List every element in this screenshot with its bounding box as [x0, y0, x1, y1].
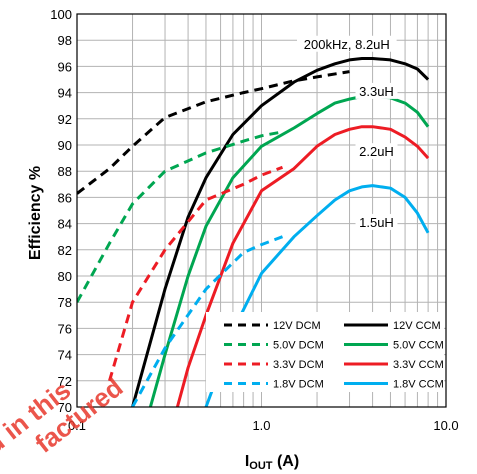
- x-tick-label: 1.0: [252, 418, 270, 433]
- y-tick-label: 86: [58, 190, 72, 205]
- legend: 12V DCM 12V CCM 5.0V DCM 5.0V CCM 3.3V DCM 3.…: [206, 312, 444, 392]
- x-axis-title-subscript: OUT: [249, 460, 273, 472]
- series-line-12v-dcm: [77, 70, 350, 195]
- y-tick-label: 94: [58, 86, 72, 101]
- y-tick-label: 90: [58, 138, 72, 153]
- legend-label: 3.3V DCM: [273, 359, 324, 371]
- x-axis-title-main: I: [245, 453, 249, 470]
- x-tick-label: 0.1: [68, 418, 86, 433]
- annotation-background: [355, 213, 398, 230]
- y-tick-label: 92: [58, 112, 72, 127]
- y-tick-label: 100: [50, 7, 72, 22]
- plot-frame: [76, 13, 447, 408]
- y-tick-label: 70: [58, 400, 72, 415]
- annotation-background: [355, 143, 398, 160]
- y-tick-label: 96: [58, 59, 72, 74]
- annotations: 200kHz, 8.2uH 3.3uH 2.2uH 1.5uH: [297, 35, 398, 230]
- y-tick-label: 82: [58, 243, 72, 258]
- series-line-1-8v-dcm: [131, 235, 284, 407]
- annotation-background: [297, 35, 397, 52]
- y-tick-label: 80: [58, 269, 72, 284]
- legend-label: 1.8V DCM: [273, 379, 324, 391]
- legend-label: 12V CCM: [393, 320, 441, 332]
- series-line-12v-ccm: [131, 57, 430, 407]
- legend-label: 1.8V CCM: [393, 379, 444, 391]
- y-tick-label: 74: [58, 348, 72, 363]
- legend-label: 3.3V CCM: [393, 359, 444, 371]
- annotation-label: 1.5uH: [359, 215, 394, 230]
- annotation-label: 200kHz, 8.2uH: [304, 37, 390, 52]
- legend-label: 5.0V DCM: [273, 340, 324, 352]
- y-tick-label: 98: [58, 33, 72, 48]
- x-axis-title-unit: (A): [273, 453, 300, 470]
- series-line-5-0v-ccm: [148, 95, 430, 407]
- y-tick-label: 88: [58, 164, 72, 179]
- legend-label: 12V DCM: [273, 320, 321, 332]
- annotation-label: 3.3uH: [359, 84, 394, 99]
- legend-label: 5.0V CCM: [393, 340, 444, 352]
- y-tick-label: 76: [58, 321, 72, 336]
- annotation-background: [355, 82, 398, 99]
- series-line-3-3v-dcm: [108, 165, 284, 382]
- y-tick-label: 72: [58, 374, 72, 389]
- x-tick-label: 10.0: [433, 418, 458, 433]
- x-axis-title: IOUT (A): [245, 453, 299, 472]
- y-tick-label: 78: [58, 295, 72, 310]
- axis-ticks: 70 72 74 76 78 80 82 84 86 88 90 92 94 96 98 100 0.1 1.0 1…: [50, 7, 458, 433]
- y-tick-label: 84: [58, 217, 72, 232]
- annotation-label: 2.2uH: [359, 144, 394, 159]
- series-line-3-3v-ccm: [175, 125, 430, 407]
- y-axis-title: Efficiency %: [27, 166, 44, 260]
- series-line-5-0v-dcm: [77, 130, 283, 303]
